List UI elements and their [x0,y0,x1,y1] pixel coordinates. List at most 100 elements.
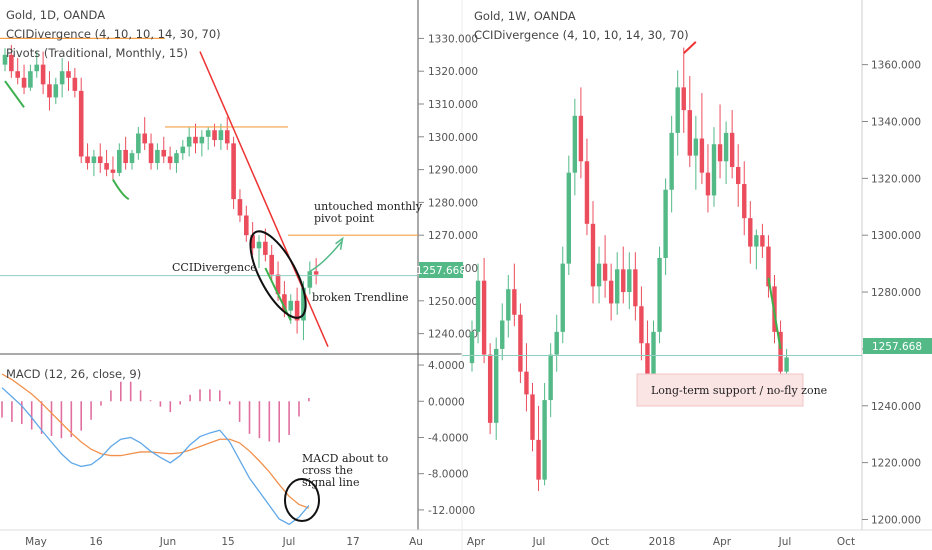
right-time-tick-label: Jul [778,536,792,548]
right-candle-body [693,138,699,156]
right-candle-body [675,87,680,133]
left-candle-body [104,163,109,170]
left-chart-title: Gold, 1D, OANDA [6,8,105,22]
left-candle-body [263,241,268,255]
macd-cross-ellipse [284,478,320,522]
left-candle-body [66,71,71,78]
right-candle-body [645,343,650,384]
right-candle-body [717,144,723,162]
right-candle-body [705,172,711,196]
left-candle-body [269,254,274,275]
left-candle-body [275,274,281,295]
annotation-macd-line1: MACD about to [302,452,389,465]
right-candle-body [590,223,596,287]
cci-divergence-mark [4,80,25,108]
left-current-price: 1257.668 [416,265,466,277]
left-time-tick-label: Jul [282,536,296,548]
right-candle-body [596,263,602,287]
right-candle-body [651,331,656,384]
right-time-tick-label: 2018 [649,536,676,548]
left-candle-body [59,71,65,85]
target-arrow-shaft [309,241,343,272]
left-candle-body [40,64,46,85]
annotation-macd-line3: signal line [302,476,360,489]
left-candle-body [288,300,294,311]
right-chart-title: Gold, 1W, OANDA [474,9,576,23]
left-candle-body [167,156,173,164]
right-candle-body [572,115,578,173]
right-candle-body [621,269,626,293]
left-price-tick-label: 1320.000 [428,66,478,78]
annotation-support-zone: Long-term support / no-fly zone [651,384,827,397]
left-candle-body [72,77,78,91]
left-candle-body [15,71,20,78]
left-candle-body [180,146,186,154]
macd-title: MACD (12, 26, close, 9) [6,367,141,381]
left-candle-body [218,130,224,141]
left-candle-body [244,215,249,236]
left-candle-body [155,149,160,164]
right-candle-body [530,394,535,440]
left-candle-body [250,235,255,249]
right-candle-body [518,314,523,372]
left-candle-body [9,54,14,72]
right-time-axis: Apr Jul Oct 2018 Apr Jul Oct [467,536,855,548]
right-price-tick-label: 1220.000 [871,458,921,470]
left-candle-body [21,77,27,88]
macd-tick-label: -8.0000 [428,469,469,481]
right-candle-body [766,246,771,287]
right-price-tick-label: 1280.000 [871,287,921,299]
left-candle-body [85,156,90,164]
right-candle-body [512,289,517,315]
left-time-tick-label: Jun [159,536,176,548]
right-candle-body [481,280,487,355]
cci-divergence-mark [112,178,130,201]
right-candle-body [639,306,644,344]
right-price-tick-label: 1200.000 [871,514,921,526]
cci-divergence-mark [264,267,292,321]
right-candle-body [627,269,632,293]
left-candle-body [301,287,306,321]
left-candle-body [129,153,135,164]
right-candle-body [657,257,662,332]
right-overlays [462,41,862,357]
macd-lines [1,373,320,526]
left-candle-body [97,156,103,164]
left-time-tick-label: 17 [346,536,359,548]
left-candle-body [205,130,211,137]
right-price-tick-label: 1240.000 [871,401,921,413]
left-candle-body [186,136,192,147]
left-candle-body [47,84,52,98]
left-candle-body [313,271,319,275]
right-time-tick-label: Apr [713,536,732,548]
left-time-axis: May 16 Jun 15 Jul 17 Au [25,536,423,548]
left-candle-body [91,156,97,164]
left-candle-body [256,241,262,249]
signal-line [1,373,310,509]
cci-divergence-mark [683,41,697,54]
right-candle-body [494,348,499,423]
left-candle-body [193,136,198,144]
left-candle-body [282,294,287,311]
left-indicator-pivots: Pivots (Traditional, Monthly, 15) [6,46,188,60]
left-candle-body [78,90,84,157]
right-candle-body [536,439,541,480]
right-time-tick-label: Oct [837,536,855,548]
right-current-price: 1257.668 [872,341,922,353]
macd-axis: 4.0000 0.0000 -4.0000 -8.0000 -12.0000 [418,360,475,517]
right-candle-body [602,263,608,281]
left-candle-body [307,271,313,288]
left-frame [0,0,463,550]
macd-tick-label: 0.0000 [428,396,465,408]
left-candle-body [53,84,59,98]
left-candle-body [199,136,205,144]
right-time-tick-label: Apr [467,536,486,548]
right-candle-body [681,87,686,111]
right-candle-body [608,280,614,304]
right-candle-body [778,331,783,372]
left-price-tick-label: 1310.000 [428,99,478,111]
right-candle-body [742,184,747,219]
cci-divergence-mark [767,277,782,350]
right-current-price-badge: 1257.668 [863,338,932,354]
